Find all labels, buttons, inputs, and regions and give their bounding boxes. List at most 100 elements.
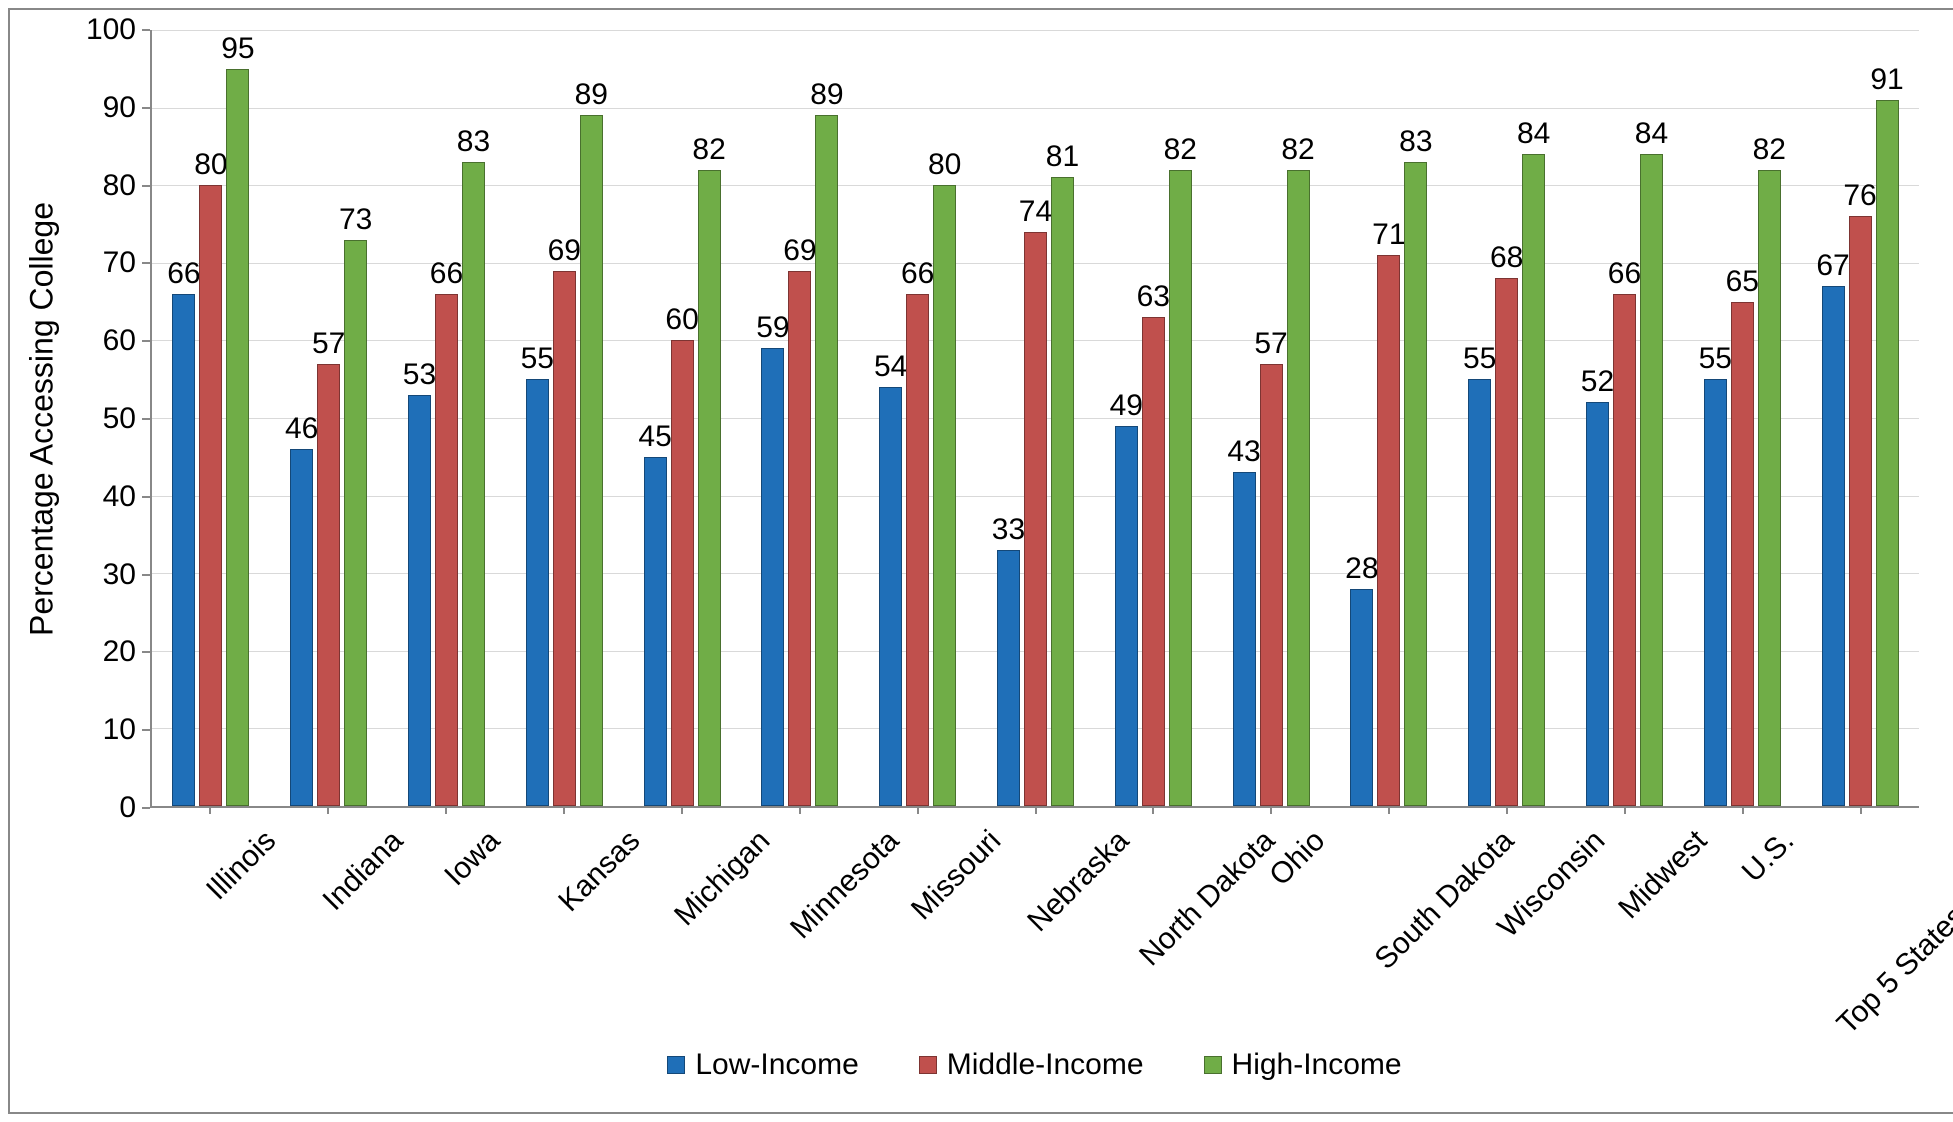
bar-value-label: 57 [312, 327, 345, 361]
bar-value-label: 68 [1490, 241, 1523, 275]
bar-low: 33 [997, 550, 1020, 806]
y-tick-label: 10 [103, 715, 136, 745]
x-axis-label: South Dakota [1329, 808, 1447, 1048]
bar-mid: 68 [1495, 278, 1518, 806]
bar-low: 59 [761, 348, 784, 806]
y-tick-mark [142, 807, 150, 809]
bar-group: 596989 [741, 30, 859, 806]
bar-high: 89 [815, 115, 838, 806]
bar-low: 54 [879, 387, 902, 806]
bar-mid: 76 [1849, 216, 1872, 806]
x-axis-label: Top 5 States Median [1801, 808, 1919, 1048]
x-axis-label: Midwest [1565, 808, 1683, 1048]
x-axis-label: Illinois [150, 808, 268, 1048]
x-axis-label: Ohio [1211, 808, 1329, 1048]
x-axis-label: U.S. [1683, 808, 1801, 1048]
bar-value-label: 81 [1046, 140, 1079, 174]
legend-swatch [1204, 1056, 1222, 1074]
bar-mid: 63 [1142, 317, 1165, 806]
x-axis-label: Iowa [386, 808, 504, 1048]
y-axis: 0102030405060708090100 [80, 30, 150, 808]
bar-value-label: 69 [548, 234, 581, 268]
bar-value-label: 83 [1399, 125, 1432, 159]
y-tick-label: 90 [103, 93, 136, 123]
bar-high: 73 [344, 240, 367, 806]
bar-value-label: 71 [1372, 218, 1405, 252]
bar-group: 546680 [859, 30, 977, 806]
x-tick-mark [799, 806, 801, 814]
bar-group: 53 66 83 [388, 30, 506, 806]
x-tick-mark [1860, 806, 1862, 814]
bar-high: 89 [580, 115, 603, 806]
bar-high: 82 [1758, 170, 1781, 806]
bar-value-label: 33 [992, 513, 1025, 547]
x-tick-mark [681, 806, 683, 814]
bars-layer: 6680954657735366835569894560825969895466… [152, 30, 1919, 806]
y-tick-mark [142, 574, 150, 576]
chart-container: Percentage Accessing College 01020304050… [8, 8, 1953, 1114]
bar-high: 91 [1876, 100, 1899, 806]
x-tick-mark [1624, 806, 1626, 814]
bar-mid: 60 [671, 340, 694, 806]
bar-value-label: 60 [665, 303, 698, 337]
bar-group: 668095 [152, 30, 270, 806]
bar-low: 67 [1822, 286, 1845, 806]
x-axis-label-text: U.S. [1736, 824, 1801, 889]
bar-value-label: 53 [403, 358, 436, 392]
y-tick-mark [142, 496, 150, 498]
bar-value-label: 28 [1345, 552, 1378, 586]
bar-value-label: 46 [285, 412, 318, 446]
bar-low: 55 [1704, 379, 1727, 806]
bar-high: 82 [698, 170, 721, 806]
bar-value-label: 82 [1164, 133, 1197, 167]
y-axis-label: Percentage Accessing College [24, 202, 61, 636]
bar-value-label: 83 [457, 125, 490, 159]
x-tick-mark [445, 806, 447, 814]
bar-value-label: 66 [1608, 257, 1641, 291]
bar-value-label: 43 [1227, 435, 1260, 469]
x-tick-mark [1035, 806, 1037, 814]
x-tick-mark [1506, 806, 1508, 814]
x-axis-label: Kansas [504, 808, 622, 1048]
x-axis-label: Nebraska [976, 808, 1094, 1048]
bar-mid: 69 [788, 271, 811, 806]
bar-high: 80 [933, 185, 956, 806]
bar-value-label: 82 [692, 133, 725, 167]
bar-value-label: 55 [521, 342, 554, 376]
y-tick-label: 80 [103, 171, 136, 201]
y-tick-label: 30 [103, 560, 136, 590]
legend-swatch [919, 1056, 937, 1074]
bar-value-label: 84 [1635, 117, 1668, 151]
y-tick-label: 40 [103, 482, 136, 512]
bar-low: 46 [290, 449, 313, 806]
bar-group: 496382 [1094, 30, 1212, 806]
x-tick-mark [563, 806, 565, 814]
bar-mid: 57 [1260, 364, 1283, 806]
y-tick-label: 100 [86, 15, 136, 45]
y-tick-label: 50 [103, 404, 136, 434]
bar-group: 55 6582 [1683, 30, 1801, 806]
x-axis-label-text: Top 5 States Median [1831, 824, 1953, 1041]
bar-value-label: 73 [339, 203, 372, 237]
bar-high: 82 [1169, 170, 1192, 806]
bar-mid: 57 [317, 364, 340, 806]
x-tick-mark [917, 806, 919, 814]
x-tick-mark [327, 806, 329, 814]
bar-value-label: 66 [430, 257, 463, 291]
bar-group: 465773 [270, 30, 388, 806]
bar-group: 287183 [1330, 30, 1448, 806]
x-tick-mark [1742, 806, 1744, 814]
x-tick-mark [209, 806, 211, 814]
legend-label: High-Income [1232, 1048, 1402, 1082]
bar-value-label: 45 [638, 420, 671, 454]
bar-value-label: 65 [1726, 265, 1759, 299]
bar-mid: 66 [906, 294, 929, 806]
bar-value-label: 67 [1816, 249, 1849, 283]
bar-high: 81 [1051, 177, 1074, 806]
bar-mid: 71 [1377, 255, 1400, 806]
bar-low: 49 [1115, 426, 1138, 806]
y-tick-mark [142, 418, 150, 420]
x-axis-label: Minnesota [740, 808, 858, 1048]
bar-value-label: 66 [901, 257, 934, 291]
x-axis-label: Michigan [622, 808, 740, 1048]
